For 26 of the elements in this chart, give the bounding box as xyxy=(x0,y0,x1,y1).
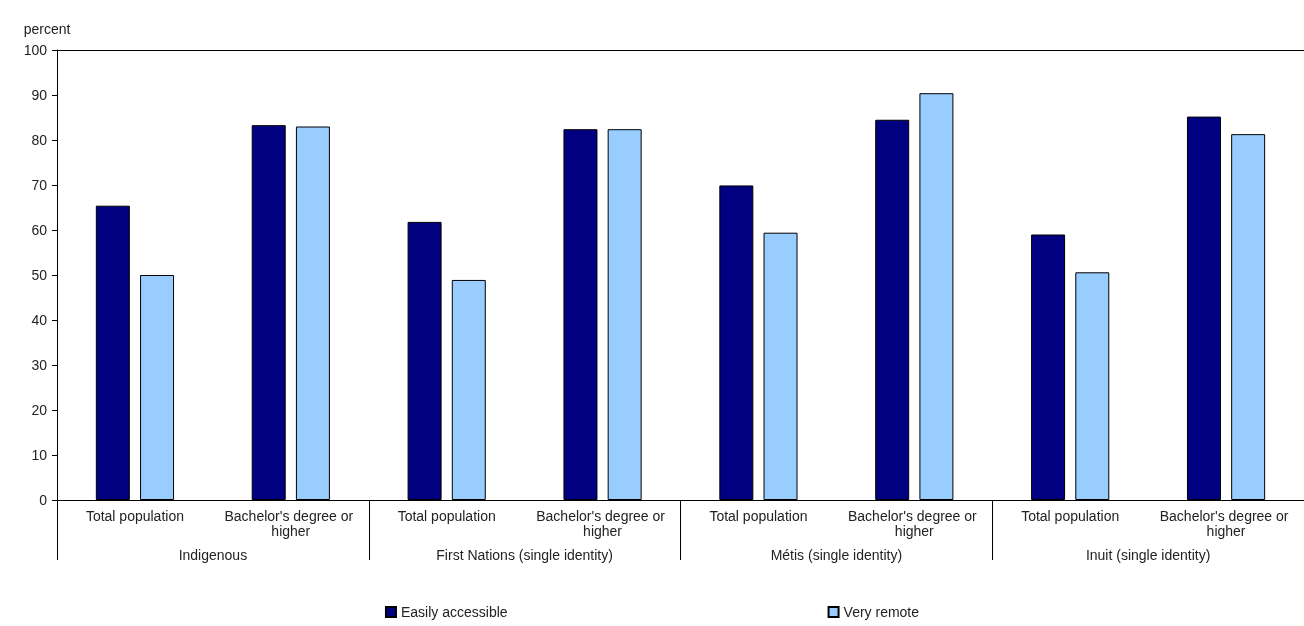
x-tick-label: Bachelor's degree or higher xyxy=(847,507,981,539)
text: Indigenous xyxy=(178,547,248,563)
text: First Nations (single identity) xyxy=(436,547,613,563)
y-tick-label: 20 xyxy=(31,402,48,418)
y-tick-label: 40 xyxy=(31,312,48,328)
legend-label: Very remote xyxy=(843,604,920,620)
x-tick-label: Bachelor's degree or higher xyxy=(1159,507,1293,539)
y-tick-label: 50 xyxy=(31,267,48,283)
text: Inuit (single identity) xyxy=(1085,547,1211,563)
y-tick-label: 90 xyxy=(31,87,48,103)
x-tick-label: Total population xyxy=(85,507,184,524)
y-tick-label: 30 xyxy=(31,357,48,373)
y-tick-label: 100 xyxy=(23,42,48,58)
y-tick-label: 60 xyxy=(31,222,48,238)
x-tick-label: Total population xyxy=(1021,507,1120,524)
y-tick-label: 0 xyxy=(39,492,48,508)
y-tick-label: 80 xyxy=(31,132,48,148)
text: Métis (single identity) xyxy=(770,547,903,563)
x-tick-label: Bachelor's degree or higher xyxy=(536,507,669,539)
x-tick-label: Bachelor's degree or higher xyxy=(224,507,358,539)
y-tick-label: 10 xyxy=(31,447,48,463)
x-tick-label: Total population xyxy=(397,507,496,524)
x-tick-label: Total population xyxy=(709,507,808,524)
legend-label: Easily accessible xyxy=(400,604,508,620)
y-axis-title: percent xyxy=(23,21,71,37)
y-tick-label: 70 xyxy=(31,177,48,193)
